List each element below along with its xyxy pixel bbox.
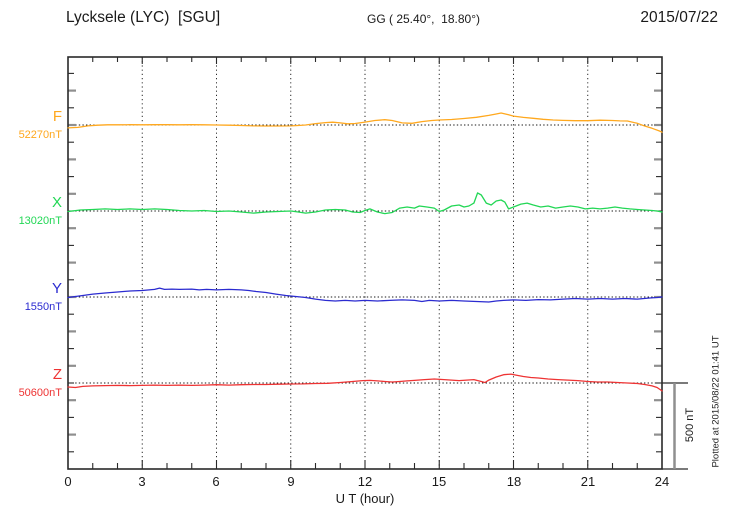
x-tick-18: 18 bbox=[506, 474, 522, 489]
plotted-at-note: Plotted at 2015/08/22 01:41 UT bbox=[710, 335, 722, 468]
series-label-y: Y bbox=[51, 280, 62, 297]
series-label-f: F bbox=[52, 108, 62, 125]
x-tick-0: 0 bbox=[64, 474, 72, 489]
x-axis-title: U T (hour) bbox=[335, 491, 395, 506]
station-title: Lycksele (LYC) [SGU] bbox=[66, 9, 221, 26]
x-tick-9: 9 bbox=[287, 474, 295, 489]
observation-date: 2015/07/22 bbox=[640, 9, 718, 26]
series-baseline-x: 13020nT bbox=[18, 215, 62, 227]
x-tick-3: 3 bbox=[138, 474, 146, 489]
scale-bar-label: 500 nT bbox=[684, 407, 696, 443]
geographic-coordinates: GG ( 25.40°, 18.80°) bbox=[367, 12, 480, 26]
series-label-x: X bbox=[51, 194, 62, 211]
x-tick-12: 12 bbox=[357, 474, 373, 489]
series-label-z: Z bbox=[52, 366, 62, 383]
x-tick-6: 6 bbox=[212, 474, 220, 489]
x-tick-24: 24 bbox=[654, 474, 670, 489]
x-tick-15: 15 bbox=[431, 474, 447, 489]
x-tick-21: 21 bbox=[580, 474, 596, 489]
series-baseline-z: 50600nT bbox=[18, 387, 62, 399]
series-baseline-y: 1550nT bbox=[24, 301, 62, 313]
series-baseline-f: 52270nT bbox=[18, 129, 62, 141]
